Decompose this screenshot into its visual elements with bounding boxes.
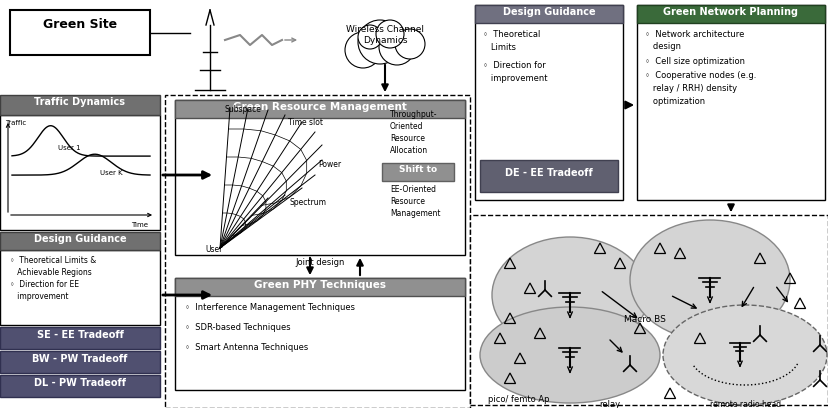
Text: ◦  Direction for: ◦ Direction for <box>483 61 545 70</box>
Bar <box>0 250 160 325</box>
Ellipse shape <box>629 220 789 340</box>
Text: Time slot: Time slot <box>287 118 323 127</box>
Text: Management: Management <box>389 209 440 218</box>
Text: Green Resource Management: Green Resource Management <box>233 102 407 112</box>
Text: Macro BS: Macro BS <box>623 315 665 324</box>
Bar <box>175 278 465 390</box>
Text: Spectrum: Spectrum <box>290 198 326 207</box>
Text: Limits: Limits <box>483 43 515 52</box>
Bar <box>0 351 160 373</box>
Bar <box>0 327 160 349</box>
Text: Green Network Planning: Green Network Planning <box>662 7 797 17</box>
Text: Time: Time <box>131 222 148 228</box>
Text: DE - EE Tradeoff: DE - EE Tradeoff <box>504 168 592 178</box>
Text: Resource: Resource <box>389 197 425 206</box>
Text: improvement: improvement <box>10 292 69 301</box>
Bar <box>636 5 824 23</box>
Bar <box>474 5 623 23</box>
Text: ◦  Interference Management Techniques: ◦ Interference Management Techniques <box>185 303 354 312</box>
Circle shape <box>378 29 415 65</box>
Text: Green PHY Techniques: Green PHY Techniques <box>253 280 386 290</box>
Text: Subspace: Subspace <box>224 105 262 114</box>
Bar <box>469 215 827 405</box>
Text: User 1: User 1 <box>58 145 80 151</box>
Text: Shift to: Shift to <box>398 165 436 174</box>
Bar <box>165 95 469 408</box>
Bar <box>0 95 160 115</box>
Text: pico/ femto Ap: pico/ femto Ap <box>488 395 549 404</box>
Circle shape <box>358 20 402 64</box>
Text: Resource: Resource <box>389 134 425 143</box>
Text: relay: relay <box>599 400 620 408</box>
Circle shape <box>376 20 403 48</box>
Bar <box>636 5 824 200</box>
Bar <box>0 232 160 250</box>
Text: Traffic: Traffic <box>5 120 26 126</box>
Text: Traffic Dynamics: Traffic Dynamics <box>35 97 125 107</box>
Text: optimization: optimization <box>644 97 705 106</box>
Ellipse shape <box>491 237 647 353</box>
Text: ◦  Theoretical Limits &: ◦ Theoretical Limits & <box>10 256 96 265</box>
Text: Achievable Regions: Achievable Regions <box>10 268 92 277</box>
Text: ◦  SDR-based Techniques: ◦ SDR-based Techniques <box>185 323 291 332</box>
Circle shape <box>394 29 425 59</box>
Ellipse shape <box>662 305 826 405</box>
Text: Joint design: Joint design <box>295 258 344 267</box>
Text: Throughput-: Throughput- <box>389 110 437 119</box>
Text: SE - EE Tradeoff: SE - EE Tradeoff <box>36 330 123 340</box>
Bar <box>10 10 150 55</box>
Circle shape <box>344 32 381 68</box>
Text: ◦  Network architecture: ◦ Network architecture <box>644 30 744 39</box>
Text: Dynamics: Dynamics <box>363 36 407 45</box>
Ellipse shape <box>479 307 659 403</box>
Text: EE-Oriented: EE-Oriented <box>389 185 436 194</box>
Bar <box>0 375 160 397</box>
Circle shape <box>358 25 382 49</box>
Text: relay / RRH) density: relay / RRH) density <box>644 84 736 93</box>
Text: Oriented: Oriented <box>389 122 423 131</box>
Text: Wireless Channel: Wireless Channel <box>345 25 423 34</box>
Bar <box>175 278 465 296</box>
Bar <box>382 163 454 181</box>
Text: Allocation: Allocation <box>389 146 427 155</box>
Text: remote radio head: remote radio head <box>709 400 780 408</box>
Text: design: design <box>644 42 680 51</box>
Text: ◦  Theoretical: ◦ Theoretical <box>483 30 540 39</box>
Bar <box>474 5 623 200</box>
Bar <box>175 100 465 118</box>
Bar <box>175 100 465 255</box>
Text: Design Guidance: Design Guidance <box>34 234 126 244</box>
Text: ◦  Cell size optimization: ◦ Cell size optimization <box>644 57 744 66</box>
Text: ◦  Cooperative nodes (e.g.: ◦ Cooperative nodes (e.g. <box>644 71 755 80</box>
Text: User K: User K <box>100 170 123 176</box>
Text: improvement: improvement <box>483 74 546 83</box>
Bar <box>479 160 617 192</box>
Text: User: User <box>205 245 222 254</box>
Text: ◦  Smart Antenna Techniques: ◦ Smart Antenna Techniques <box>185 343 308 352</box>
Text: ◦  Direction for EE: ◦ Direction for EE <box>10 280 79 289</box>
Text: DL - PW Tradeoff: DL - PW Tradeoff <box>34 378 126 388</box>
Text: Design Guidance: Design Guidance <box>502 7 595 17</box>
Bar <box>0 115 160 230</box>
Text: Green Site: Green Site <box>43 18 117 31</box>
Text: BW - PW Tradeoff: BW - PW Tradeoff <box>32 354 128 364</box>
Text: Power: Power <box>318 160 340 169</box>
